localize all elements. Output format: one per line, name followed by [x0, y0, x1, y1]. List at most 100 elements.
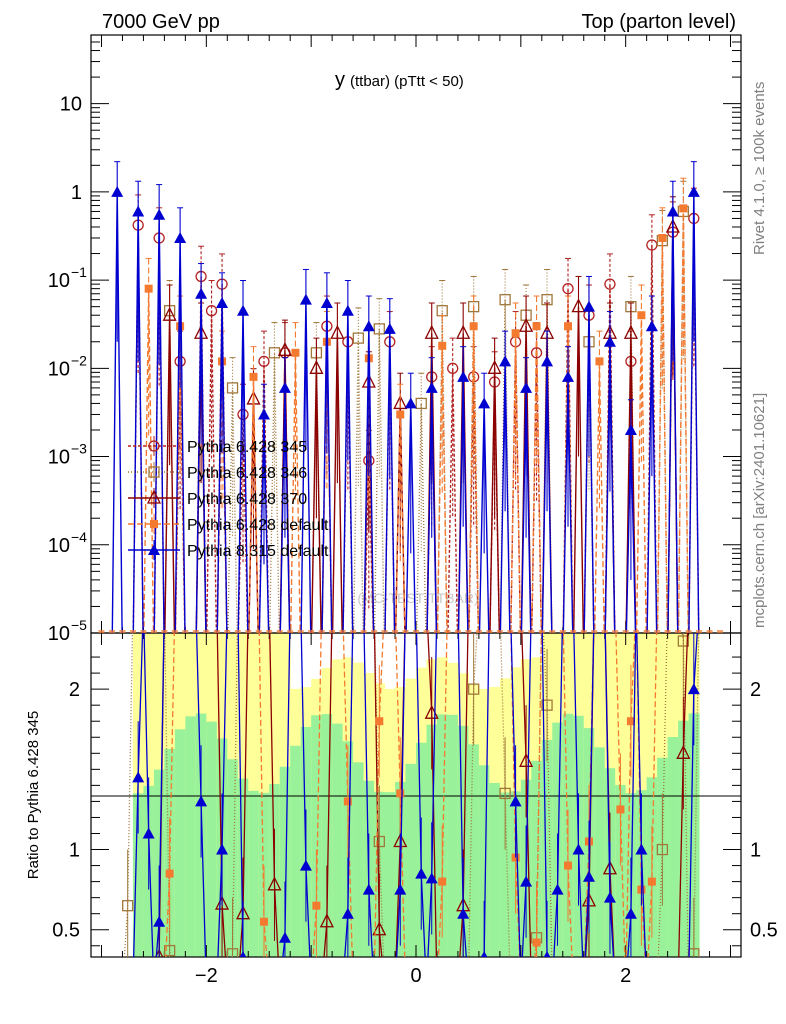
ratio-point: [415, 867, 428, 879]
zero-bin-marker: [266, 630, 273, 633]
zero-bin-marker: [517, 630, 524, 633]
legend-marker: [150, 520, 158, 528]
zero-bin-marker: [696, 630, 703, 633]
zero-bin-marker: [559, 630, 566, 633]
zero-bin-marker: [224, 630, 231, 633]
ratio-point: [635, 843, 648, 855]
data-point: [291, 348, 300, 357]
ratio-y-tick-label: 0.5: [52, 920, 80, 942]
y-tick-label: 1: [71, 182, 82, 204]
ratio-point: [341, 907, 354, 919]
ratio-point: [509, 795, 522, 807]
ratio-point: [499, 787, 511, 800]
ratio-point: [319, 913, 334, 928]
band-green: [468, 744, 480, 957]
data-point: [624, 423, 637, 435]
zero-bin-marker: [685, 630, 692, 633]
data-point: [457, 370, 470, 382]
zero-bin-marker: [150, 630, 157, 633]
ratio-point: [267, 876, 282, 891]
data-point: [226, 382, 239, 394]
data-point: [268, 347, 281, 359]
zero-bin-marker: [612, 630, 619, 633]
zero-bin-marker: [549, 630, 556, 633]
ratio-series-0: [122, 633, 700, 957]
ratio-y-tick-label: 1: [69, 840, 80, 862]
legend-marker: [148, 466, 160, 478]
ratio-point: [259, 917, 268, 926]
ratio-point: [375, 717, 384, 726]
ratio-point: [216, 843, 229, 855]
data-point: [309, 359, 324, 374]
legend-label: Pythia 6.428 370: [187, 491, 307, 508]
ratio-point: [616, 805, 625, 814]
watermark: (MC-TEST-TTBAR): [357, 590, 478, 606]
zero-bin-marker: [129, 630, 136, 633]
data-point: [383, 322, 396, 334]
data-point: [666, 205, 679, 217]
zero-bin-marker: [654, 630, 661, 633]
series-line: [111, 191, 700, 633]
ratio-y-tick-label-right: 1: [750, 840, 761, 862]
ratio-point: [239, 951, 247, 957]
y-tick-exponent: −3: [71, 441, 87, 457]
band-green: [311, 715, 323, 957]
ratio-point: [362, 883, 375, 895]
zero-bin-marker: [454, 630, 461, 633]
data-point: [425, 381, 438, 393]
data-point: [679, 204, 688, 213]
data-point: [277, 341, 293, 356]
zero-bin-marker: [423, 630, 430, 633]
ratio-point: [551, 883, 564, 895]
zero-bin-marker: [245, 630, 252, 633]
data-point: [205, 305, 218, 317]
data-point: [530, 347, 543, 359]
ratio-point: [343, 797, 352, 806]
ratio-point: [676, 744, 691, 759]
data-point: [195, 287, 208, 299]
data-point: [562, 283, 574, 295]
zero-bin-marker: [622, 630, 629, 633]
data-point: [603, 335, 616, 347]
band-green: [688, 713, 700, 957]
data-point: [487, 359, 502, 374]
legend-marker: [148, 440, 160, 452]
data-point: [415, 397, 427, 410]
ratio-point: [132, 771, 145, 783]
zero-bin-marker: [444, 630, 451, 633]
band-green: [478, 765, 490, 957]
zero-bin-marker: [664, 630, 671, 633]
zero-bin-marker: [465, 630, 472, 633]
zero-bin-markers: [98, 630, 724, 633]
band-green: [290, 745, 302, 957]
ratio-point: [122, 900, 134, 912]
legend: Pythia 6.428 345 Pythia 6.428 346 Pythia 6…: [128, 436, 329, 560]
x-tick-label: 2: [620, 965, 631, 987]
data-point: [278, 381, 291, 393]
zero-bin-marker: [371, 630, 378, 633]
data-point: [237, 304, 250, 316]
data-point: [623, 324, 638, 339]
data-point: [424, 324, 439, 339]
band-green: [531, 760, 543, 957]
main-series-layer: [98, 161, 724, 633]
legend-label: Pythia 6.428 346: [187, 465, 307, 482]
zero-bin-marker: [580, 630, 587, 633]
data-point: [582, 300, 595, 312]
zero-bin-marker: [119, 630, 126, 633]
ratio-point: [543, 951, 551, 957]
legend-marker: [146, 489, 162, 504]
data-point: [132, 205, 145, 217]
legend-marker: [148, 544, 160, 555]
ratio-point: [656, 843, 669, 856]
band-green: [332, 723, 344, 957]
data-point: [499, 355, 512, 367]
data-point: [564, 322, 573, 331]
zero-bin-marker: [570, 630, 577, 633]
zero-bin-marker: [475, 630, 482, 633]
data-point: [447, 362, 459, 374]
band-green: [206, 721, 218, 957]
legend-label: Pythia 6.428 default: [187, 517, 329, 534]
ratio-line: [133, 633, 698, 957]
y-tick-label: 10: [48, 535, 70, 557]
